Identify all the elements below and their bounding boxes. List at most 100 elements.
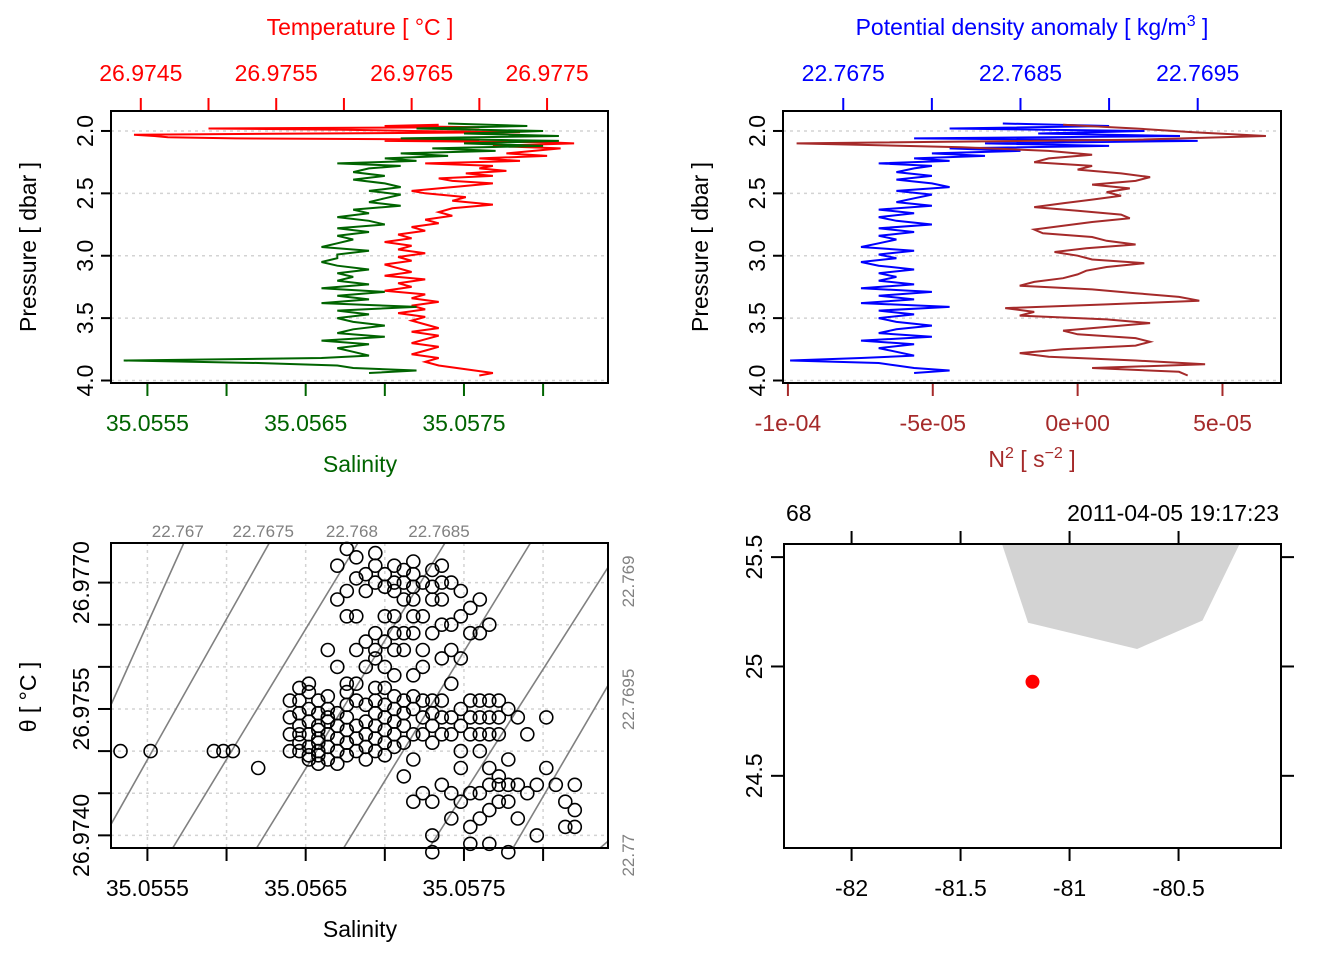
ts-point — [443, 575, 459, 590]
ts-point — [462, 710, 478, 725]
series-line-potential-density-anomaly — [790, 122, 1198, 374]
ts-point — [453, 743, 469, 759]
p4-station-label: 68 — [786, 500, 812, 526]
ts-point — [367, 575, 383, 590]
ts-point — [396, 735, 412, 751]
ts-point — [405, 608, 421, 624]
ts-point — [481, 710, 497, 725]
ts-point — [250, 760, 266, 776]
ts-point — [510, 777, 526, 793]
p3-axes: 35.0555 35.0565 35.0575 26.9740 26.9755 26.97… — [68, 522, 638, 901]
ts-point — [339, 684, 355, 700]
ts-point — [386, 575, 402, 590]
p3-y-axis-title: θ [ °C ] — [15, 662, 41, 733]
ts-point — [453, 651, 469, 666]
p2-bottom-axis-title-tail: ] — [1063, 446, 1076, 472]
isopycnal-top-label: 22.767 — [152, 522, 204, 541]
ts-point — [292, 735, 307, 751]
ts-point — [386, 583, 402, 599]
p3-points — [113, 541, 583, 860]
p2-top-axis-title-sup: 3 — [1187, 13, 1196, 30]
bottom-tick-label: 35.0555 — [106, 410, 189, 436]
ts-point — [443, 617, 459, 633]
ts-point — [329, 705, 345, 721]
ts-point — [424, 794, 440, 810]
top-tick-label: 22.7675 — [802, 60, 885, 86]
bottom-tick-label: -5e-05 — [900, 410, 966, 436]
ts-point — [491, 693, 507, 708]
ts-point — [472, 785, 488, 801]
ts-point — [472, 726, 488, 742]
p2-series — [790, 122, 1266, 377]
isopycnal-top-label: 22.7685 — [408, 522, 469, 541]
p3-plot-frame — [110, 542, 609, 849]
ts-point — [396, 562, 412, 578]
p1-top-axis-title: Temperature [ °C ] — [267, 14, 454, 40]
x-tick-label: 35.0555 — [106, 875, 189, 901]
p4-axes: -82 -81.5 -81 -80.5 24.5 25 25.5 — [741, 531, 1294, 901]
p2-bottom-axis-title-n: N — [988, 446, 1005, 472]
ts-point — [424, 828, 440, 843]
ts-point — [415, 642, 431, 658]
series-line-salinity — [123, 122, 559, 374]
y-tick-label: 25.5 — [741, 535, 767, 580]
ts-point — [348, 571, 364, 586]
p2-y-axis-title: Pressure [ dbar ] — [687, 162, 713, 332]
ts-point — [292, 743, 307, 759]
ts-point — [424, 844, 440, 860]
isopycnal-top-label: 22.768 — [326, 522, 378, 541]
y-tick-label: 26.9740 — [68, 794, 94, 877]
station-marker — [1025, 674, 1040, 689]
isopycnal-right-label: 22.77 — [619, 834, 638, 877]
ts-point — [367, 625, 383, 641]
ts-point — [510, 710, 526, 725]
y-tick-label: 4.0 — [744, 365, 770, 397]
ts-point — [386, 642, 402, 658]
ts-point — [481, 693, 497, 708]
x-tick-label: 35.0565 — [264, 875, 347, 901]
isopycnal-line — [428, 567, 608, 848]
y-tick-label: 3.0 — [72, 240, 98, 272]
p1-bottom-axis-title: Salinity — [323, 451, 398, 477]
ts-point — [443, 642, 459, 658]
ts-point — [472, 710, 488, 725]
ts-point — [377, 566, 393, 582]
ts-point — [282, 726, 298, 742]
ts-point — [415, 659, 431, 675]
ts-point — [472, 592, 488, 607]
ts-point — [358, 634, 374, 649]
ts-point — [405, 794, 421, 810]
ts-point — [443, 785, 459, 801]
p3-x-axis-title: Salinity — [323, 916, 398, 942]
ts-point — [500, 701, 516, 717]
ts-point — [538, 710, 554, 725]
y-tick-label: 2.0 — [744, 115, 770, 147]
p4-plot-frame — [783, 543, 1282, 849]
ts-point — [386, 558, 402, 574]
ts-point — [206, 743, 222, 759]
p4-datetime-label: 2011-04-05 19:17:23 — [1067, 500, 1279, 526]
p2-top-axis-title-tail: ] — [1196, 14, 1209, 40]
y-tick-label: 4.0 — [72, 365, 98, 397]
ts-point — [216, 743, 231, 759]
ts-point — [567, 819, 583, 835]
ts-point — [462, 785, 478, 801]
ts-point — [377, 608, 393, 624]
ts-point — [443, 811, 459, 826]
ts-point — [481, 777, 497, 793]
ts-point — [491, 726, 507, 742]
ts-point — [405, 752, 421, 767]
x-tick-label: -82 — [835, 875, 868, 901]
ts-point — [491, 794, 507, 810]
ts-point — [424, 579, 440, 595]
ts-point — [348, 718, 364, 734]
ts-point — [405, 554, 421, 569]
ts-point — [557, 819, 573, 835]
y-tick-label: 24.5 — [741, 753, 767, 798]
ts-point — [424, 562, 440, 578]
ts-point — [434, 651, 450, 666]
ts-point — [329, 592, 345, 607]
ts-point — [519, 785, 535, 801]
